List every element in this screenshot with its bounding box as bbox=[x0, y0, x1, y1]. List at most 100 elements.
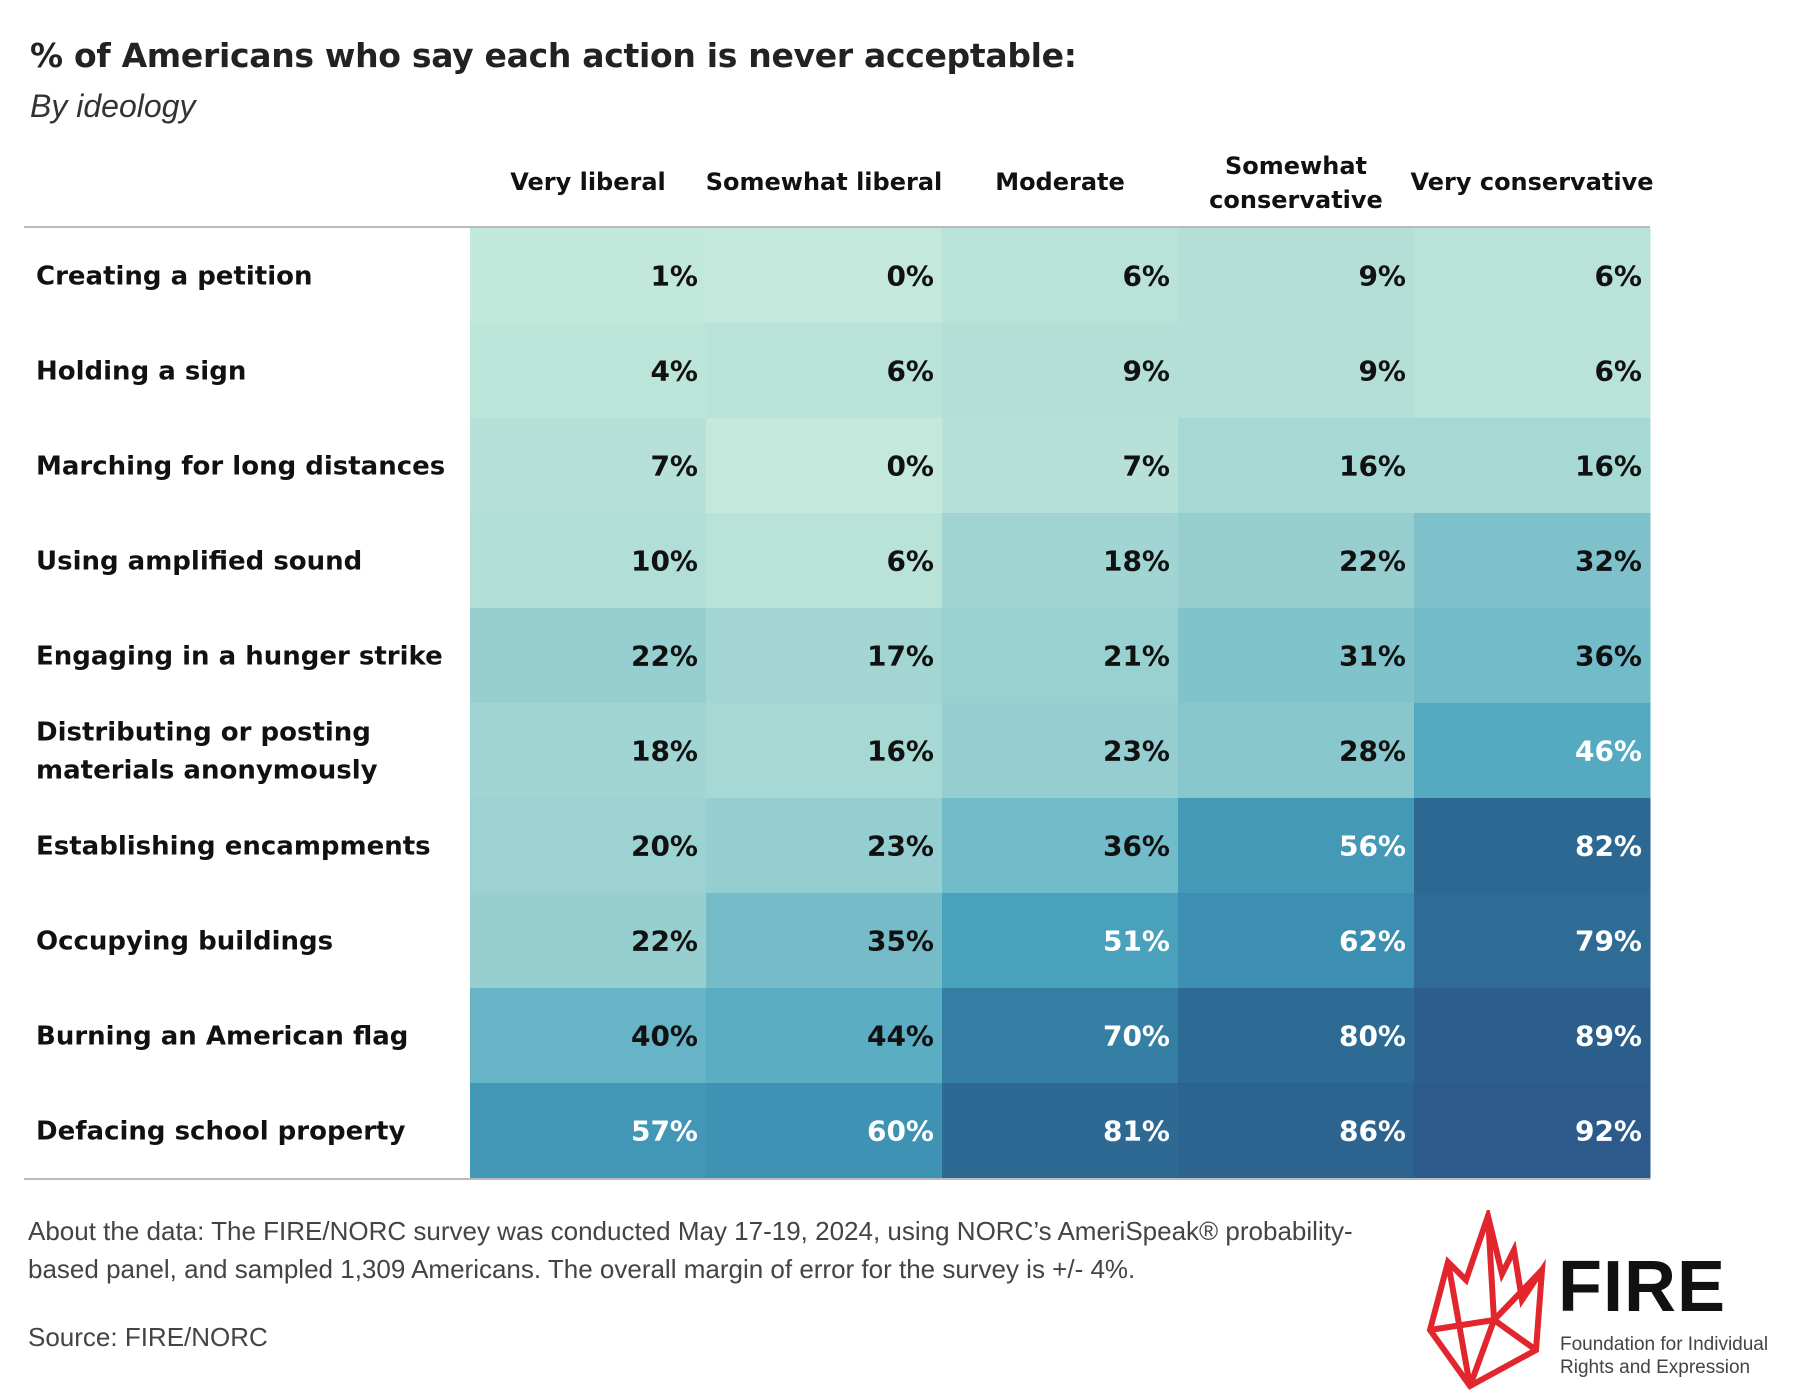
heatmap-cell bbox=[470, 513, 707, 609]
heatmap-cell bbox=[1414, 988, 1651, 1084]
heatmap-cell bbox=[470, 798, 707, 894]
cell-value: 40% bbox=[631, 1020, 698, 1053]
heatmap-cell bbox=[470, 893, 707, 989]
cell-value: 57% bbox=[631, 1115, 698, 1148]
cell-value: 7% bbox=[1122, 450, 1170, 483]
heatmap-cell bbox=[706, 893, 943, 989]
heatmap-cell bbox=[942, 608, 1179, 704]
heatmap-cell bbox=[1414, 228, 1651, 324]
heatmap-cell bbox=[1414, 893, 1651, 989]
heatmap-cell bbox=[706, 513, 943, 609]
heatmap-cell bbox=[470, 323, 707, 419]
cell-value: 51% bbox=[1103, 925, 1170, 958]
cell-value: 7% bbox=[650, 450, 698, 483]
heatmap-cell bbox=[1178, 988, 1415, 1084]
cell-value: 81% bbox=[1103, 1115, 1170, 1148]
cell-value: 80% bbox=[1339, 1020, 1406, 1053]
cell-value: 16% bbox=[1575, 450, 1642, 483]
heatmap-cell bbox=[942, 893, 1179, 989]
heatmap-cell bbox=[470, 228, 707, 324]
heatmap-cell bbox=[470, 703, 707, 799]
heatmap-cell bbox=[706, 418, 943, 514]
cell-value: 86% bbox=[1339, 1115, 1406, 1148]
cell-value: 18% bbox=[631, 735, 698, 768]
chart-subtitle: By ideology bbox=[30, 88, 196, 124]
heatmap-cell bbox=[1178, 323, 1415, 419]
cell-value: 9% bbox=[1358, 260, 1406, 293]
source-note: Source: FIRE/NORC bbox=[28, 1322, 268, 1352]
cell-value: 6% bbox=[886, 355, 934, 388]
cell-value: 62% bbox=[1339, 925, 1406, 958]
heatmap-cell bbox=[470, 988, 707, 1084]
heatmap-cell bbox=[706, 798, 943, 894]
row-label: Distributing or posting materials anonymo… bbox=[36, 718, 378, 786]
heatmap-cell bbox=[1178, 893, 1415, 989]
cell-value: 0% bbox=[886, 450, 934, 483]
cell-value: 16% bbox=[1339, 450, 1406, 483]
heatmap-cell bbox=[1178, 798, 1415, 894]
cell-value: 17% bbox=[867, 640, 934, 673]
heatmap-cell bbox=[1178, 228, 1415, 324]
logo-wordmark: FIRE bbox=[1558, 1247, 1727, 1327]
cell-value: 31% bbox=[1339, 640, 1406, 673]
cell-value: 32% bbox=[1575, 545, 1642, 578]
cell-value: 22% bbox=[631, 640, 698, 673]
heatmap-cell bbox=[942, 513, 1179, 609]
heatmap-cell bbox=[1414, 1083, 1651, 1179]
heatmap-cell bbox=[942, 323, 1179, 419]
heatmap-cell bbox=[1178, 1083, 1415, 1179]
column-header: Somewhat liberal bbox=[706, 168, 943, 196]
cell-value: 46% bbox=[1575, 735, 1642, 768]
heatmap-cell bbox=[706, 703, 943, 799]
heatmap-chart: Very liberal Somewhat liberal Moderate Some… bbox=[24, 152, 1654, 1180]
cell-value: 6% bbox=[1594, 355, 1642, 388]
cell-value: 18% bbox=[1103, 545, 1170, 578]
heatmap-cell bbox=[470, 1083, 707, 1179]
heatmap-cell bbox=[1414, 703, 1651, 799]
cell-value: 44% bbox=[867, 1020, 934, 1053]
about-the-data: About the data: The FIRE/NORC survey was… bbox=[28, 1216, 1353, 1284]
heatmap-cell bbox=[942, 798, 1179, 894]
cell-value: 23% bbox=[867, 830, 934, 863]
heatmap-cell bbox=[1414, 608, 1651, 704]
row-label: Using amplified sound bbox=[36, 547, 362, 577]
cell-value: 56% bbox=[1339, 830, 1406, 863]
cell-value: 20% bbox=[631, 830, 698, 863]
heatmap-cell bbox=[1178, 513, 1415, 609]
cell-value: 9% bbox=[1358, 355, 1406, 388]
logo-tagline-line-1: Foundation for Individual bbox=[1560, 1334, 1769, 1355]
heatmap-cell bbox=[706, 228, 943, 324]
chart-title: % of Americans who say each action is ne… bbox=[30, 36, 1077, 75]
heatmap-cell bbox=[1414, 323, 1651, 419]
cell-value: 70% bbox=[1103, 1020, 1170, 1053]
fire-logo: FIRE Foundation for Individual Rights an… bbox=[1418, 1205, 1778, 1390]
cell-value: 22% bbox=[631, 925, 698, 958]
cell-value: 6% bbox=[886, 545, 934, 578]
heatmap-cell bbox=[706, 323, 943, 419]
heatmap-cell bbox=[1178, 418, 1415, 514]
heatmap-cell bbox=[470, 418, 707, 514]
row-label: Establishing encampments bbox=[36, 832, 431, 862]
heatmap-cell bbox=[706, 608, 943, 704]
column-header: Moderate bbox=[995, 168, 1125, 196]
cell-value: 89% bbox=[1575, 1020, 1642, 1053]
heatmap-cell bbox=[942, 1083, 1179, 1179]
row-label: Engaging in a hunger strike bbox=[36, 642, 443, 672]
row-label: Creating a petition bbox=[36, 262, 313, 292]
row-label: Defacing school property bbox=[36, 1117, 405, 1147]
cell-value: 23% bbox=[1103, 735, 1170, 768]
row-label: Occupying buildings bbox=[36, 927, 333, 957]
cell-value: 21% bbox=[1103, 640, 1170, 673]
heatmap-cell bbox=[942, 418, 1179, 514]
cell-value: 0% bbox=[886, 260, 934, 293]
heatmap-cell bbox=[706, 988, 943, 1084]
heatmap-cell bbox=[942, 228, 1179, 324]
column-header: Very liberal bbox=[510, 168, 666, 196]
cell-value: 35% bbox=[867, 925, 934, 958]
heatmap-cell bbox=[1414, 418, 1651, 514]
heatmap-cell bbox=[1178, 703, 1415, 799]
cell-value: 28% bbox=[1339, 735, 1406, 768]
cell-value: 6% bbox=[1594, 260, 1642, 293]
row-label: Burning an American flag bbox=[36, 1022, 408, 1052]
cell-value: 22% bbox=[1339, 545, 1406, 578]
